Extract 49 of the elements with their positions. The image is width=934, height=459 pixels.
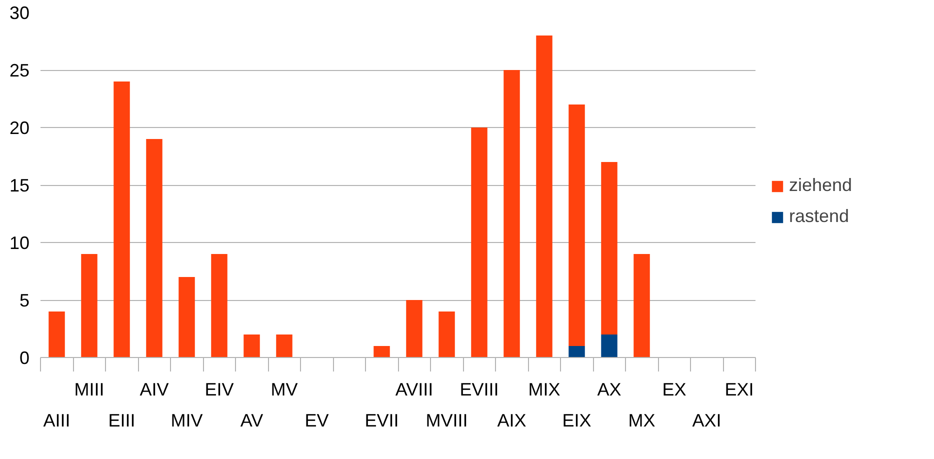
y-tick-label: 5 — [19, 290, 30, 310]
x-tick-label: AVIII — [395, 380, 434, 400]
x-tick-label: MIV — [170, 410, 203, 430]
bar — [276, 334, 292, 358]
y-tick-label: 20 — [9, 118, 30, 138]
bar — [536, 36, 552, 358]
y-tick-label: 30 — [9, 3, 30, 23]
y-tick-label: 15 — [9, 176, 30, 196]
legend-label: ziehend — [789, 175, 852, 196]
x-tick-label: AX — [597, 380, 622, 400]
x-tick-label: MV — [270, 380, 298, 400]
x-tick-label: EXI — [724, 380, 754, 400]
legend-label: rastend — [789, 206, 850, 227]
bar — [178, 277, 195, 358]
bar — [601, 162, 618, 334]
bar — [568, 104, 585, 346]
bar — [81, 254, 98, 358]
x-tick-label: AV — [240, 410, 264, 430]
x-tick-label: EX — [662, 380, 686, 400]
x-tick-label: EIX — [562, 410, 592, 430]
x-tick-label: EIII — [108, 410, 136, 430]
y-tick-label: 25 — [9, 60, 30, 80]
bar — [601, 334, 618, 358]
bar — [374, 346, 390, 358]
bar — [114, 82, 130, 358]
x-tick-label: AIV — [140, 380, 169, 400]
bar — [504, 70, 520, 358]
bar — [438, 312, 455, 358]
x-tick-label: AIII — [43, 410, 70, 430]
x-tick-label: EVIII — [460, 380, 499, 400]
x-tick-label: EV — [304, 410, 329, 430]
x-tick-label: EVII — [364, 410, 399, 430]
x-tick-label: EIV — [204, 380, 234, 400]
bar — [406, 300, 422, 358]
bar — [568, 346, 585, 358]
bar — [211, 254, 228, 358]
y-tick-label: 10 — [9, 233, 30, 253]
bar — [146, 139, 162, 358]
bar — [244, 334, 260, 358]
x-tick-label: MVIII — [426, 410, 468, 430]
bar — [48, 312, 65, 358]
y-tick-label: 0 — [19, 348, 30, 368]
bar — [634, 254, 650, 358]
x-tick-label: MX — [628, 410, 656, 430]
x-tick-label: AXI — [692, 410, 722, 430]
x-tick-label: MIX — [528, 380, 560, 400]
x-tick-label: MIII — [74, 380, 104, 400]
bar — [471, 128, 488, 358]
x-tick-label: AIX — [497, 410, 526, 430]
